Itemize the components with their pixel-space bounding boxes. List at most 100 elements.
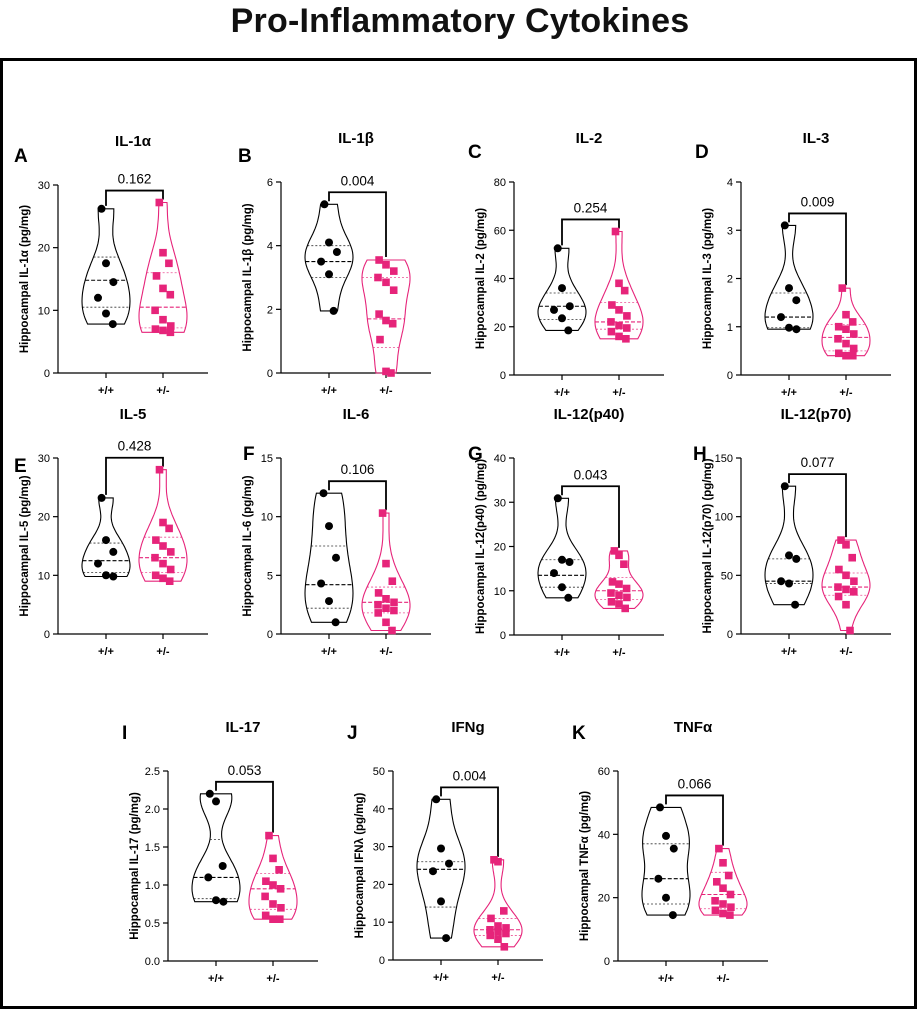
p-value-label: 0.162	[118, 172, 152, 187]
data-point-wildtype	[332, 248, 341, 256]
data-point-wildtype	[102, 536, 110, 545]
y-tick-label: 6	[267, 177, 273, 189]
data-point-heterozygous	[846, 626, 854, 635]
violin-wildtype	[537, 497, 587, 599]
data-point-wildtype	[109, 547, 118, 556]
y-tick-label: 30	[38, 453, 50, 465]
y-tick-label: 40	[373, 804, 385, 816]
data-point-heterozygous	[269, 854, 277, 863]
panel-title: IL-3	[803, 130, 830, 147]
data-point-heterozygous	[269, 881, 277, 889]
data-point-wildtype	[445, 859, 453, 868]
data-point-heterozygous	[834, 322, 843, 331]
panel-j: J IFNg 0 10 20 30 40 50 Hippocampal IFNλ (pg/mg)…	[347, 719, 543, 984]
figure-frame	[0, 58, 917, 1009]
data-point-heterozygous	[390, 598, 398, 607]
y-tick-label: 0.5	[145, 918, 160, 930]
data-point-heterozygous	[378, 509, 387, 517]
panel-letter: H	[693, 444, 707, 465]
data-point-wildtype	[550, 569, 558, 578]
data-point-wildtype	[792, 296, 801, 305]
data-point-wildtype	[109, 278, 118, 287]
y-axis-label: Hippocampal IL-5 (pg/mg)	[19, 475, 31, 616]
data-point-heterozygous	[388, 626, 396, 635]
panel-title: IFNg	[451, 719, 484, 736]
data-point-heterozygous	[842, 541, 850, 549]
data-point-heterozygous	[849, 344, 858, 353]
violin-heterozygous	[138, 201, 188, 333]
data-point-wildtype	[780, 482, 789, 491]
y-tick-label: 60	[598, 766, 610, 778]
significance-bracket	[788, 473, 847, 538]
data-point-heterozygous	[277, 904, 285, 912]
data-point-wildtype	[558, 314, 566, 323]
data-point-heterozygous	[713, 878, 721, 886]
y-tick-label: 15	[261, 453, 273, 465]
data-point-heterozygous	[269, 915, 277, 923]
y-tick-label: 10	[38, 305, 50, 317]
data-point-wildtype	[780, 221, 789, 230]
p-value-label: 0.043	[574, 467, 608, 482]
data-point-heterozygous	[382, 367, 390, 376]
data-point-heterozygous	[389, 286, 398, 294]
x-tick-label: +/-	[156, 646, 169, 658]
data-point-heterozygous	[151, 553, 159, 562]
x-tick-label: +/-	[612, 387, 625, 399]
data-point-heterozygous	[159, 326, 167, 335]
data-point-heterozygous	[487, 914, 495, 923]
data-point-wildtype	[662, 831, 670, 840]
violin-wildtype	[191, 793, 241, 903]
data-point-heterozygous	[848, 318, 857, 326]
y-tick-label: 0	[267, 629, 273, 641]
significance-bracket	[440, 786, 499, 857]
panel-c: C IL-2 0 20 40 60 80 Hippocampal IL-2 (pg/mg) +/…	[468, 130, 664, 399]
panel-letter: I	[122, 723, 127, 744]
data-point-heterozygous	[623, 593, 631, 602]
panel-letter: G	[468, 444, 483, 465]
data-point-heterozygous	[842, 325, 850, 333]
data-point-heterozygous	[374, 600, 382, 609]
panel-letter: C	[468, 142, 482, 163]
data-point-heterozygous	[834, 335, 842, 343]
data-point-heterozygous	[620, 286, 629, 295]
data-point-heterozygous	[849, 351, 857, 360]
data-point-heterozygous	[374, 589, 383, 597]
y-tick-label: 0.0	[145, 956, 160, 968]
y-tick-label: 40	[494, 453, 506, 465]
data-point-wildtype	[317, 579, 326, 588]
x-tick-label: +/-	[716, 973, 729, 985]
data-point-wildtype	[791, 600, 800, 609]
data-point-heterozygous	[615, 306, 623, 314]
data-point-heterozygous	[719, 900, 727, 908]
panel-title: IL-12(p40)	[554, 406, 625, 423]
y-tick-label: 3	[727, 225, 733, 237]
data-point-heterozygous	[261, 892, 269, 901]
data-point-heterozygous	[615, 580, 623, 588]
data-point-heterozygous	[382, 604, 390, 612]
panel-letter: A	[14, 146, 28, 167]
p-value-label: 0.428	[118, 439, 152, 454]
data-point-wildtype	[668, 911, 677, 920]
figure-title: Pro-Inflammatory Cytokines	[230, 2, 690, 40]
significance-bracket	[215, 780, 274, 833]
data-point-heterozygous	[165, 524, 173, 533]
y-axis-label: Hippocampal IL-12(p70) (pg/mg)	[702, 458, 714, 633]
y-tick-label: 50	[373, 766, 385, 778]
data-point-heterozygous	[167, 548, 175, 556]
y-tick-label: 0	[267, 368, 273, 380]
x-tick-label: +/-	[266, 973, 279, 985]
data-point-wildtype	[792, 554, 801, 563]
data-point-heterozygous	[167, 322, 175, 330]
data-point-wildtype	[564, 326, 573, 335]
data-point-heterozygous	[159, 559, 167, 568]
data-point-heterozygous	[615, 332, 623, 341]
data-point-heterozygous	[261, 911, 270, 920]
y-tick-label: 0	[379, 955, 385, 967]
panel-a: A IL-1α 0 10 20 30 Hippocampal IL-1α (pg/mg) +/…	[14, 133, 208, 397]
data-point-wildtype	[325, 270, 333, 279]
y-tick-label: 30	[494, 497, 506, 509]
data-point-heterozygous	[388, 577, 397, 585]
data-point-wildtype	[437, 897, 445, 906]
data-point-heterozygous	[502, 924, 510, 932]
panel-title: IL-17	[225, 719, 260, 736]
